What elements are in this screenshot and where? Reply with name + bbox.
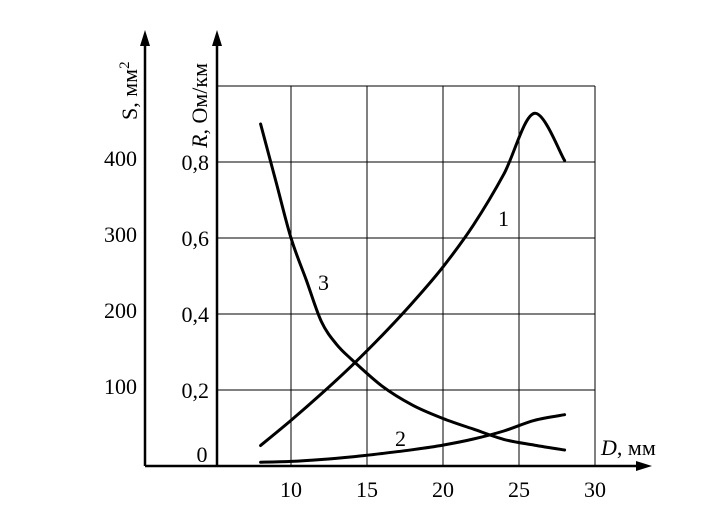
y-right-axis-label: R, Ом/км xyxy=(187,63,212,149)
x-axis-arrow xyxy=(636,461,652,471)
x-tick-10: 10 xyxy=(280,477,302,502)
x-tick-15: 15 xyxy=(356,477,378,502)
y-left-tick-300: 300 xyxy=(104,222,137,247)
y-left-tick-400: 400 xyxy=(104,146,137,171)
series-3-line xyxy=(259,122,567,452)
y-right-tick-0-2: 0,2 xyxy=(182,378,210,403)
x-tick-25: 25 xyxy=(508,477,530,502)
series-2-line xyxy=(259,413,567,464)
series-1-line xyxy=(259,111,567,447)
y-left-tick-0: 0 xyxy=(197,442,208,467)
curves xyxy=(259,111,567,464)
x-tick-30: 30 xyxy=(584,477,606,502)
y-right-tick-0-4: 0,4 xyxy=(182,302,210,327)
y-left-tick-100: 100 xyxy=(104,374,137,399)
y-right-axis-arrow xyxy=(212,30,222,46)
curve-label-1: 1 xyxy=(498,206,509,231)
curve-label-3: 3 xyxy=(318,270,329,295)
labels: 0 S, мм2 R, Ом/км D, мм 1 2 3 xyxy=(117,61,656,467)
y-right-tick-0-8: 0,8 xyxy=(182,150,210,175)
y-left-tick-200: 200 xyxy=(104,298,137,323)
x-tick-20: 20 xyxy=(432,477,454,502)
y-left-axis-label: S, мм2 xyxy=(117,61,142,120)
x-axis-label: D, мм xyxy=(600,435,656,460)
grid xyxy=(217,85,596,466)
y-right-tick-0-6: 0,6 xyxy=(182,226,210,251)
axes xyxy=(140,30,652,471)
y-left-axis-arrow xyxy=(140,30,150,46)
curve-label-2: 2 xyxy=(395,426,406,451)
